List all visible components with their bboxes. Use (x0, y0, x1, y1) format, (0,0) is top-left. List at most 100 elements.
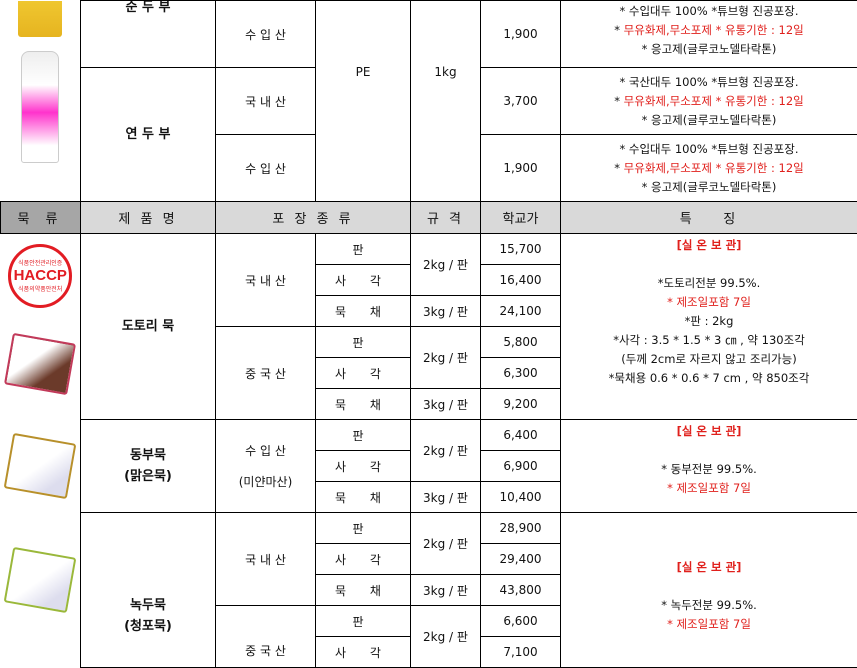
spec-cell: 2kg / 판 (411, 327, 481, 389)
product-name-line: (맑은묵) (81, 466, 215, 487)
header-packaging: 포 장 종 류 (216, 202, 411, 234)
feature-red-text: 무유화제,무소포제 * 유통기한 : 12일 (624, 161, 804, 175)
product-name-line: (청포묵) (81, 616, 215, 637)
type-cell: 사 각 (316, 265, 411, 296)
feature-red-text: 무유화제,무소포제 * 유통기한 : 12일 (624, 94, 804, 108)
price-cell: 1,900 (481, 135, 561, 202)
origin-cell: 중 국 산 (216, 327, 316, 420)
features-cell: * 국산대두 100% *튜브형 진공포장. * 무유화제,무소포제 * 유통기… (561, 68, 857, 135)
type-cell: 묵 채 (316, 389, 411, 420)
feature-line: (두께 2cm로 자르지 않고 조리가능) (561, 350, 857, 369)
feature-bullet: * (614, 94, 623, 108)
header-product: 제 품 명 (81, 202, 216, 234)
features-cell: [실 온 보 관] *도토리전분 99.5%. * 제조일포함 7일 *판 : … (561, 234, 857, 420)
storage-label: [실 온 보 관] (561, 422, 857, 441)
price-cell: 16,400 (481, 265, 561, 296)
product-name: 순 두 부 (81, 1, 216, 68)
features-cell: [실 온 보 관] * 동부전분 99.5%. * 제조일포함 7일 (561, 420, 857, 513)
storage-label: [실 온 보 관] (561, 236, 857, 255)
feature-bullet: * (614, 23, 623, 37)
feature-line: * 무유화제,무소포제 * 유통기한 : 12일 (561, 159, 857, 178)
type-cell: 묵 채 (316, 482, 411, 513)
nokdu-images (1, 513, 81, 668)
price-cell: 6,600 (481, 606, 561, 637)
product-name-text: 순 두 부 (81, 1, 215, 19)
origin-note: (미얀마산) (216, 473, 315, 490)
product-name: 동부묵(맑은묵) (81, 420, 216, 513)
type-cell: 사 각 (316, 544, 411, 575)
price-cell: 1,900 (481, 1, 561, 68)
feature-line: * 응고제(글루코노델타락톤) (561, 111, 857, 130)
price-cell: 15,700 (481, 234, 561, 265)
type-cell: 사 각 (316, 358, 411, 389)
spec-cell: 1kg (411, 1, 481, 202)
header-spec: 규 격 (411, 202, 481, 234)
price-cell: 7,100 (481, 637, 561, 668)
type-cell: 묵 채 (316, 575, 411, 606)
features-cell: * 수입대두 100% *튜브형 진공포장. * 무유화제,무소포제 * 유통기… (561, 1, 857, 68)
spec-cell: 2kg / 판 (411, 234, 481, 296)
type-cell: 판 (316, 420, 411, 451)
feature-line: * 국산대두 100% *튜브형 진공포장. (561, 73, 857, 92)
price-cell: 9,200 (481, 389, 561, 420)
price-cell: 10,400 (481, 482, 561, 513)
spec-cell: 3kg / 판 (411, 389, 481, 420)
feature-line: * 응고제(글루코노델타락톤) (561, 178, 857, 197)
features-cell: [실 온 보 관] * 녹두전분 99.5%. * 제조일포함 7일 (561, 513, 857, 668)
origin-text: 수 입 산 (216, 442, 315, 459)
dongbu-package-image (4, 433, 77, 499)
price-cell: 5,800 (481, 327, 561, 358)
price-cell: 29,400 (481, 544, 561, 575)
price-cell: 28,900 (481, 513, 561, 544)
type-cell: 판 (316, 327, 411, 358)
feature-line: * 제조일포함 7일 (561, 293, 857, 312)
header-category: 묵 류 (1, 202, 81, 234)
haccp-bottom-text: 식품의약품안전처 (18, 284, 62, 293)
type-cell: 사 각 (316, 637, 411, 668)
haccp-text: HACCP (14, 267, 67, 284)
product-name: 녹두묵(청포묵) (81, 513, 216, 668)
dotori-package-image (4, 333, 76, 395)
spec-cell: 2kg / 판 (411, 606, 481, 668)
origin-cell: 중 국 산 (216, 606, 316, 668)
feature-line: *사각 : 3.5 * 1.5 * 3 ㎝ , 약 130조각 (561, 331, 857, 350)
type-cell: 판 (316, 234, 411, 265)
origin-cell: 수 입 산 (216, 135, 316, 202)
type-cell: 사 각 (316, 451, 411, 482)
feature-line: *도토리전분 99.5%. (561, 274, 857, 293)
type-cell: 묵 채 (316, 296, 411, 327)
feature-bullet: * (614, 161, 623, 175)
feature-line: * 수입대두 100% *튜브형 진공포장. (561, 140, 857, 159)
header-features: 특 징 (561, 202, 857, 234)
type-cell: 판 (316, 606, 411, 637)
feature-line: * 무유화제,무소포제 * 유통기한 : 12일 (561, 21, 857, 40)
storage-label: [실 온 보 관] (561, 558, 857, 577)
spec-cell: 3kg / 판 (411, 575, 481, 606)
packaging-cell: PE (316, 1, 411, 202)
origin-cell: 국 내 산 (216, 68, 316, 135)
spec-cell: 2kg / 판 (411, 420, 481, 482)
feature-line: * 동부전분 99.5%. (561, 460, 857, 479)
type-cell: 판 (316, 513, 411, 544)
feature-red-text: 무유화제,무소포제 * 유통기한 : 12일 (624, 23, 804, 37)
feature-line: *묵채용 0.6 * 0.6 * 7 cm , 약 850조각 (561, 369, 857, 388)
haccp-top-text: 식품안전관리인증 (18, 258, 62, 267)
spec-cell: 2kg / 판 (411, 513, 481, 575)
origin-cell: 수 입 산 (216, 1, 316, 68)
origin-cell: 수 입 산 (미얀마산) (216, 420, 316, 513)
product-name-line: 녹두묵 (81, 595, 215, 616)
price-cell: 3,700 (481, 68, 561, 135)
price-cell: 24,100 (481, 296, 561, 327)
origin-cell: 국 내 산 (216, 234, 316, 327)
spec-cell: 3kg / 판 (411, 296, 481, 327)
table-header: 묵 류 제 품 명 포 장 종 류 규 격 학교가 특 징 (1, 202, 857, 234)
feature-line: * 응고제(글루코노델타락톤) (561, 40, 857, 59)
nokdu-package-image (4, 547, 77, 613)
silken-tofu-package-image (21, 51, 59, 163)
price-cell: 6,300 (481, 358, 561, 389)
product-name: 연 두 부 (81, 68, 216, 202)
product-name: 도토리 묵 (81, 234, 216, 420)
